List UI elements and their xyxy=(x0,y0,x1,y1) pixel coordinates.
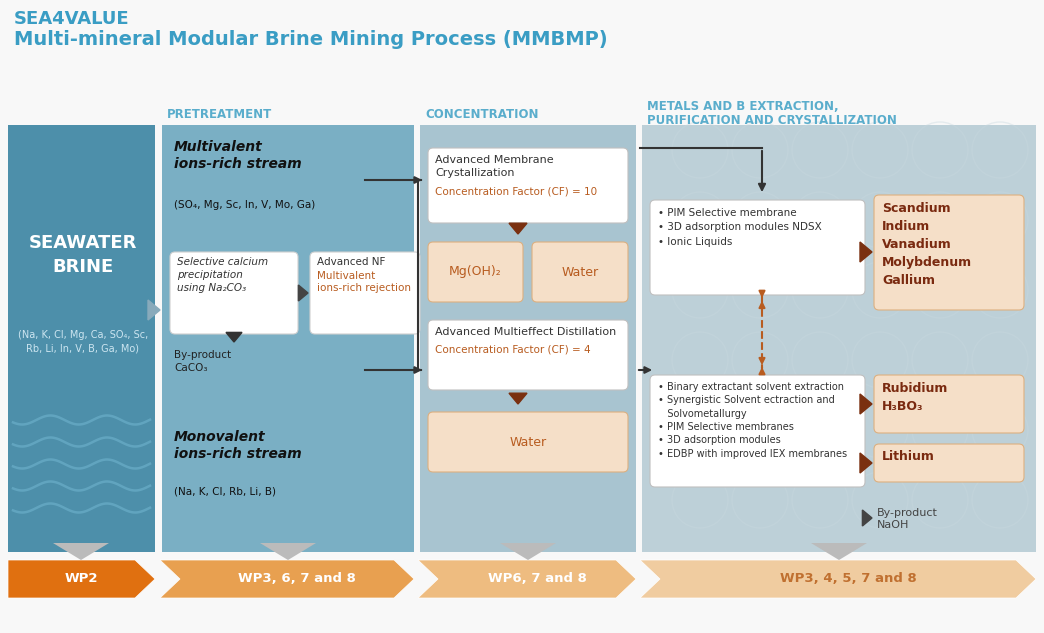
Text: PURIFICATION AND CRYSTALLIZATION: PURIFICATION AND CRYSTALLIZATION xyxy=(647,114,897,127)
Text: WP3, 6, 7 and 8: WP3, 6, 7 and 8 xyxy=(238,572,356,586)
Text: Lithium: Lithium xyxy=(882,449,934,463)
Polygon shape xyxy=(8,560,155,598)
Text: Scandium
Indium
Vanadium
Molybdenum
Gallium: Scandium Indium Vanadium Molybdenum Gall… xyxy=(882,202,972,287)
FancyBboxPatch shape xyxy=(310,252,420,334)
Text: Rubidium
H₃BO₃: Rubidium H₃BO₃ xyxy=(882,382,948,413)
Polygon shape xyxy=(500,543,556,560)
Text: WP2: WP2 xyxy=(65,572,98,586)
Text: WP6, 7 and 8: WP6, 7 and 8 xyxy=(488,572,587,586)
FancyBboxPatch shape xyxy=(428,412,628,472)
Text: SEAWATER
BRINE: SEAWATER BRINE xyxy=(29,234,137,276)
FancyBboxPatch shape xyxy=(428,242,523,302)
Polygon shape xyxy=(860,394,872,414)
Text: Multi-mineral Modular Brine Mining Process (MMBMP): Multi-mineral Modular Brine Mining Proce… xyxy=(14,30,608,49)
Polygon shape xyxy=(148,300,160,320)
Text: Concentration Factor (CF) = 4: Concentration Factor (CF) = 4 xyxy=(435,344,591,354)
Text: METALS AND B EXTRACTION,: METALS AND B EXTRACTION, xyxy=(647,100,838,113)
Polygon shape xyxy=(299,285,308,301)
FancyBboxPatch shape xyxy=(428,148,628,223)
Text: Multivalent
ions-rich rejection: Multivalent ions-rich rejection xyxy=(317,271,411,294)
FancyBboxPatch shape xyxy=(170,252,298,334)
Polygon shape xyxy=(860,453,872,473)
Text: WP3, 4, 5, 7 and 8: WP3, 4, 5, 7 and 8 xyxy=(780,572,917,586)
Polygon shape xyxy=(418,560,636,598)
Text: Multivalent
ions-rich stream: Multivalent ions-rich stream xyxy=(174,140,302,172)
Polygon shape xyxy=(509,223,527,234)
Polygon shape xyxy=(862,510,872,526)
Polygon shape xyxy=(640,560,1036,598)
Text: CONCENTRATION: CONCENTRATION xyxy=(425,108,539,121)
Polygon shape xyxy=(509,393,527,404)
Polygon shape xyxy=(160,560,414,598)
Text: (SO₄, Mg, Sc, In, V, Mo, Ga): (SO₄, Mg, Sc, In, V, Mo, Ga) xyxy=(174,200,315,210)
Text: Concentration Factor (CF) = 10: Concentration Factor (CF) = 10 xyxy=(435,186,597,196)
FancyBboxPatch shape xyxy=(532,242,628,302)
Text: SEA4VALUE: SEA4VALUE xyxy=(14,10,129,28)
FancyBboxPatch shape xyxy=(650,375,865,487)
Polygon shape xyxy=(260,543,316,560)
Text: • PIM Selective membrane
• 3D adsorption modules NDSX
• Ionic Liquids: • PIM Selective membrane • 3D adsorption… xyxy=(658,208,822,247)
Polygon shape xyxy=(860,242,872,262)
FancyBboxPatch shape xyxy=(874,375,1024,433)
FancyBboxPatch shape xyxy=(650,200,865,295)
Text: • Binary extractant solvent extraction
• Synergistic Solvent ectraction and
   S: • Binary extractant solvent extraction •… xyxy=(658,382,847,459)
Polygon shape xyxy=(226,332,242,342)
Text: Monovalent
ions-rich stream: Monovalent ions-rich stream xyxy=(174,430,302,461)
FancyBboxPatch shape xyxy=(874,195,1024,310)
Text: Advanced Multieffect Distillation: Advanced Multieffect Distillation xyxy=(435,327,616,337)
Text: (Na, K, Cl, Mg, Ca, SO₄, Sc,
Rb, Li, In, V, B, Ga, Mo): (Na, K, Cl, Mg, Ca, SO₄, Sc, Rb, Li, In,… xyxy=(18,330,148,353)
FancyBboxPatch shape xyxy=(8,125,155,552)
Text: Selective calcium
precipitation
using Na₂CO₃: Selective calcium precipitation using Na… xyxy=(177,257,268,294)
Text: Advanced Membrane
Crystallization: Advanced Membrane Crystallization xyxy=(435,155,553,178)
Text: (Na, K, Cl, Rb, Li, B): (Na, K, Cl, Rb, Li, B) xyxy=(174,487,276,497)
FancyBboxPatch shape xyxy=(420,125,636,552)
Text: Mg(OH)₂: Mg(OH)₂ xyxy=(449,265,501,279)
Text: Advanced NF: Advanced NF xyxy=(317,257,385,267)
FancyBboxPatch shape xyxy=(162,125,414,552)
Text: Water: Water xyxy=(562,265,598,279)
Polygon shape xyxy=(811,543,867,560)
FancyBboxPatch shape xyxy=(428,320,628,390)
Text: By-product
CaCO₃: By-product CaCO₃ xyxy=(174,350,231,373)
FancyBboxPatch shape xyxy=(874,444,1024,482)
Text: By-product
NaOH: By-product NaOH xyxy=(877,508,938,530)
Polygon shape xyxy=(53,543,109,560)
Text: PRETREATMENT: PRETREATMENT xyxy=(167,108,272,121)
FancyBboxPatch shape xyxy=(642,125,1036,552)
Text: Water: Water xyxy=(509,436,547,449)
